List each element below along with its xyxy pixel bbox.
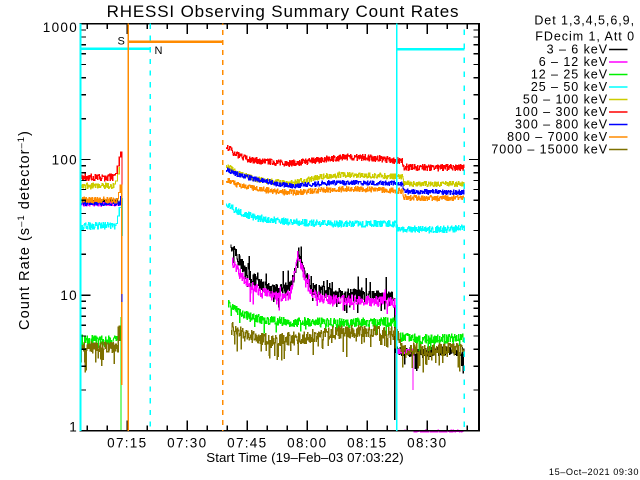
svg-text:08:30: 08:30 <box>407 436 447 451</box>
svg-text:N: N <box>155 45 163 57</box>
svg-text:100: 100 <box>52 152 78 167</box>
svg-text:300 – 800 keV: 300 – 800 keV <box>515 118 608 132</box>
svg-text:FDecim 1, Att 0: FDecim 1, Att 0 <box>535 30 635 44</box>
svg-text:1: 1 <box>69 420 78 435</box>
svg-text:10: 10 <box>60 288 78 303</box>
svg-text:12 – 25 keV: 12 – 25 keV <box>531 68 608 82</box>
svg-text:100 – 300 keV: 100 – 300 keV <box>515 105 608 119</box>
svg-text:Det 1,3,4,5,6,9,: Det 1,3,4,5,6,9, <box>534 14 635 28</box>
svg-text:S: S <box>118 35 125 47</box>
svg-text:Count Rate (s–1 detector–1): Count Rate (s–1 detector–1) <box>16 130 33 330</box>
svg-text:15–Oct–2021 09:30: 15–Oct–2021 09:30 <box>549 467 639 477</box>
svg-text:1000: 1000 <box>43 20 78 35</box>
svg-text:07:15: 07:15 <box>107 436 147 451</box>
svg-text:07:45: 07:45 <box>227 436 267 451</box>
svg-text:07:30: 07:30 <box>167 436 207 451</box>
svg-text:50 – 100 keV: 50 – 100 keV <box>523 93 608 107</box>
svg-text:6 – 12 keV: 6 – 12 keV <box>539 55 608 69</box>
svg-text:25 – 50 keV: 25 – 50 keV <box>531 80 608 94</box>
svg-text:800 – 7000 keV: 800 – 7000 keV <box>507 130 608 144</box>
svg-text:7000 – 15000 keV: 7000 – 15000 keV <box>491 143 608 157</box>
svg-text:08:00: 08:00 <box>287 436 327 451</box>
svg-text:3 – 6 keV: 3 – 6 keV <box>547 43 608 57</box>
svg-text:Start Time (19–Feb–03 07:03:22: Start Time (19–Feb–03 07:03:22) <box>206 450 403 465</box>
svg-text:RHESSI Observing Summary Count: RHESSI Observing Summary Count Rates <box>107 2 460 21</box>
svg-text:08:15: 08:15 <box>347 436 387 451</box>
